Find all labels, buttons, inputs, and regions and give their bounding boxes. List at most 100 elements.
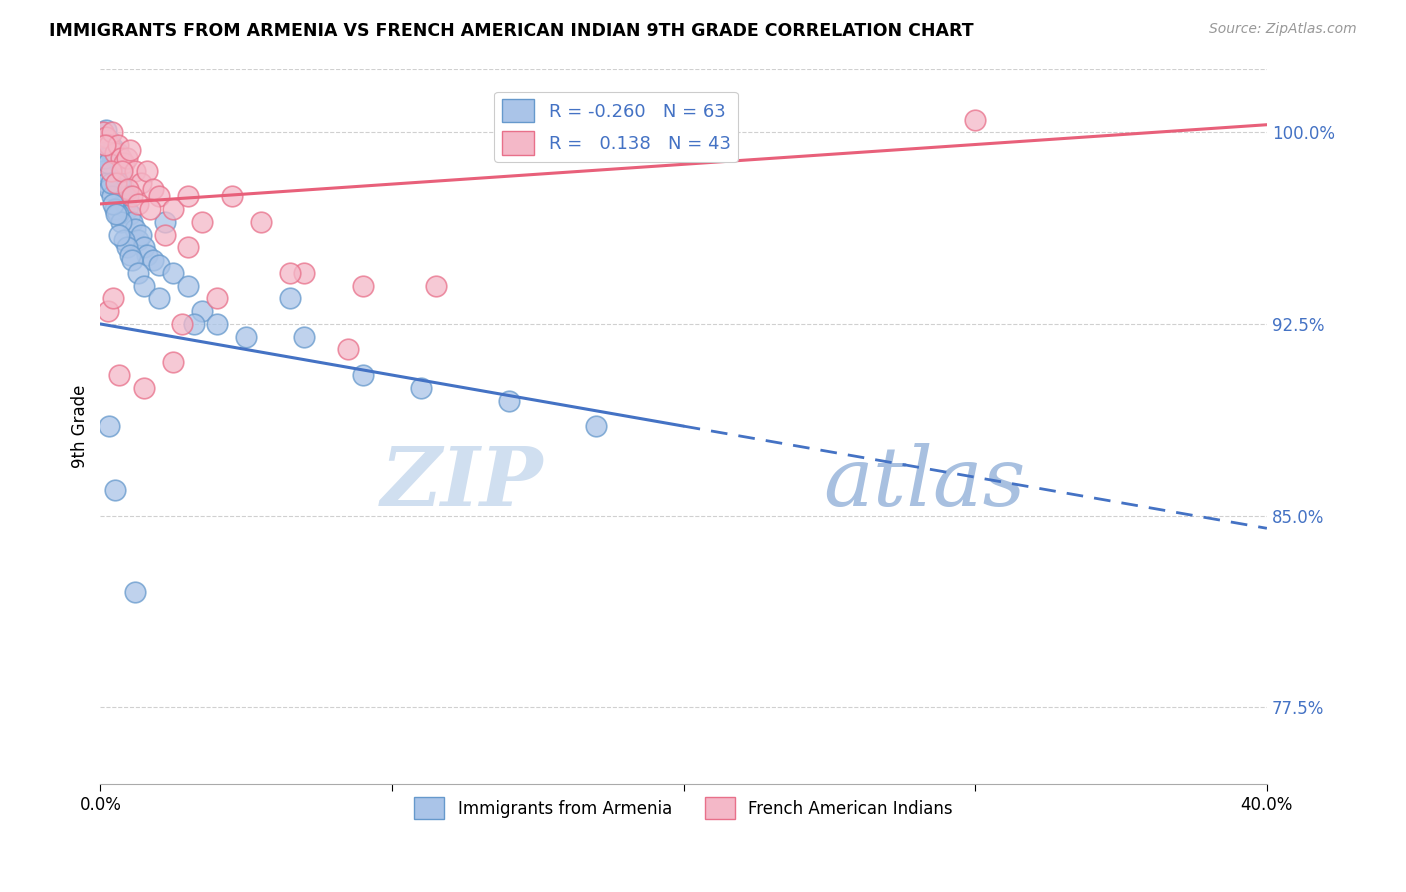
Point: [124, 222, 146, 236]
Point: [142, 253, 165, 268]
Point: [127, 197, 149, 211]
Point: [98, 181, 121, 195]
Point: [127, 233, 149, 247]
Point: [129, 227, 152, 242]
Point: [153, 215, 176, 229]
Point: [104, 483, 127, 497]
Point: [91, 125, 114, 139]
Point: [124, 585, 146, 599]
Point: [91, 163, 114, 178]
Point: [97, 138, 120, 153]
Point: [124, 163, 146, 178]
Point: [115, 202, 138, 216]
Point: [337, 343, 360, 357]
Point: [112, 233, 135, 247]
Point: [183, 317, 205, 331]
Point: [111, 189, 134, 203]
Point: [136, 248, 159, 262]
Point: [101, 156, 124, 170]
Point: [107, 138, 129, 153]
Point: [127, 266, 149, 280]
Point: [235, 329, 257, 343]
Point: [162, 355, 184, 369]
Point: [278, 292, 301, 306]
Point: [162, 266, 184, 280]
Point: [177, 278, 200, 293]
Point: [162, 202, 184, 216]
Point: [191, 215, 214, 229]
Point: [117, 181, 139, 195]
Text: Source: ZipAtlas.com: Source: ZipAtlas.com: [1209, 22, 1357, 37]
Point: [352, 368, 374, 382]
Point: [118, 207, 141, 221]
Y-axis label: 9th Grade: 9th Grade: [72, 384, 89, 467]
Point: [107, 145, 129, 160]
Point: [142, 181, 165, 195]
Text: IMMIGRANTS FROM ARMENIA VS FRENCH AMERICAN INDIAN 9TH GRADE CORRELATION CHART: IMMIGRANTS FROM ARMENIA VS FRENCH AMERIC…: [49, 22, 974, 40]
Point: [121, 189, 143, 203]
Legend: Immigrants from Armenia, French American Indians: Immigrants from Armenia, French American…: [408, 790, 960, 825]
Point: [221, 189, 243, 203]
Point: [249, 215, 271, 229]
Point: [205, 317, 228, 331]
Point: [121, 253, 143, 268]
Point: [103, 141, 125, 155]
Text: ZIP: ZIP: [381, 443, 544, 524]
Point: [411, 381, 433, 395]
Point: [111, 163, 134, 178]
Point: [136, 163, 159, 178]
Point: [105, 207, 128, 221]
Point: [118, 143, 141, 157]
Point: [101, 189, 124, 203]
Point: [132, 240, 155, 254]
Point: [103, 197, 125, 211]
Point: [117, 189, 139, 203]
Point: [129, 177, 152, 191]
Point: [191, 304, 214, 318]
Point: [425, 278, 447, 293]
Point: [104, 151, 127, 165]
Point: [132, 381, 155, 395]
Point: [100, 177, 122, 191]
Point: [98, 138, 121, 153]
Point: [104, 145, 127, 160]
Point: [104, 202, 127, 216]
Point: [294, 266, 316, 280]
Point: [96, 130, 118, 145]
Point: [93, 151, 115, 165]
Point: [96, 123, 118, 137]
Text: atlas: atlas: [824, 443, 1026, 524]
Point: [148, 258, 170, 272]
Point: [98, 419, 121, 434]
Point: [177, 189, 200, 203]
Point: [205, 292, 228, 306]
Point: [498, 393, 520, 408]
Point: [352, 278, 374, 293]
Point: [100, 163, 122, 178]
Point: [153, 227, 176, 242]
Point: [121, 215, 143, 229]
Point: [177, 240, 200, 254]
Point: [108, 368, 131, 382]
Point: [148, 292, 170, 306]
Point: [103, 292, 125, 306]
Point: [170, 317, 193, 331]
Point: [112, 181, 135, 195]
Point: [112, 156, 135, 170]
Point: [96, 177, 118, 191]
Point: [965, 112, 987, 127]
Point: [101, 125, 124, 139]
Point: [108, 227, 131, 242]
Point: [97, 304, 120, 318]
Point: [108, 177, 131, 191]
Point: [105, 163, 128, 178]
Point: [118, 248, 141, 262]
Point: [91, 125, 114, 139]
Point: [100, 145, 122, 160]
Point: [105, 177, 128, 191]
Point: [97, 156, 120, 170]
Point: [148, 189, 170, 203]
Point: [93, 130, 115, 145]
Point: [585, 419, 607, 434]
Point: [114, 197, 136, 211]
